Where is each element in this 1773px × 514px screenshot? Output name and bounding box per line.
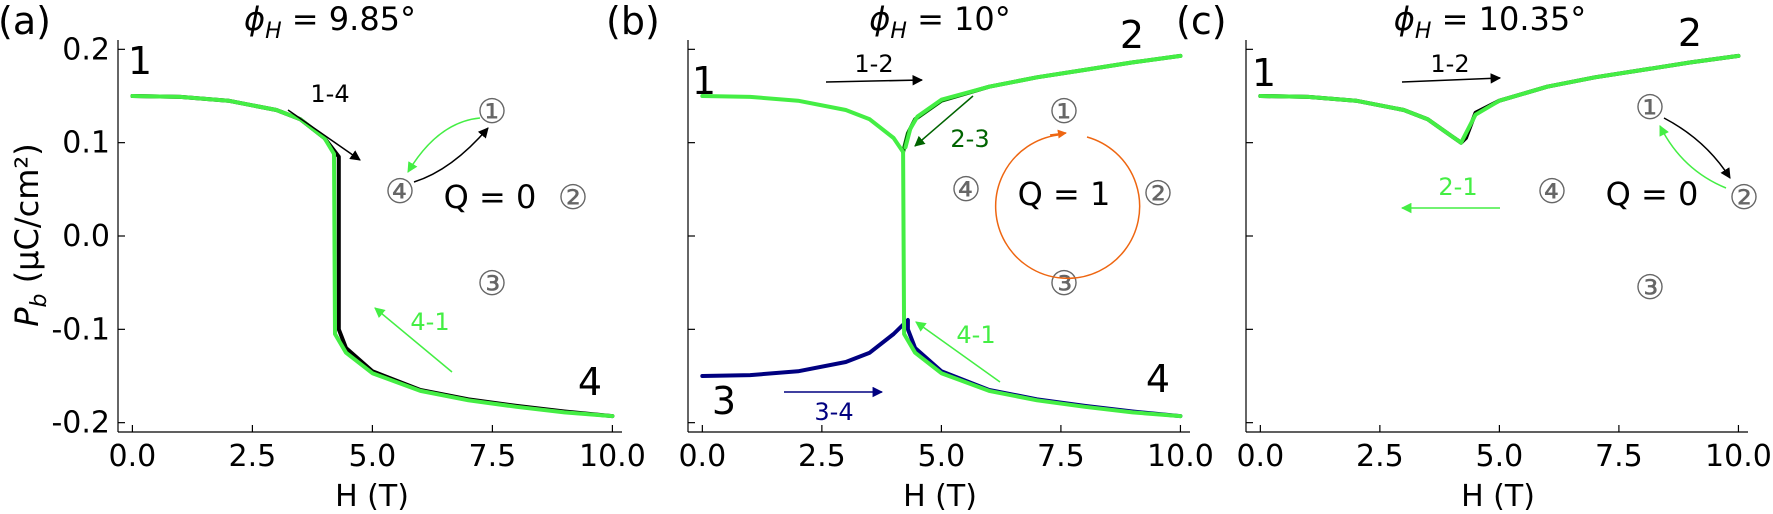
x-axis-label-b: H (T) bbox=[903, 479, 977, 514]
panel-c: (c) ϕH = 10.35° 0.0 2.5 5.0 7.5 10.0 1 2 1-2… bbox=[1176, 0, 1772, 474]
panel-b-plot: 0.0 2.5 5.0 7.5 10.0 bbox=[678, 40, 1214, 474]
arrow-1-2 bbox=[825, 74, 924, 86]
series-line-2 bbox=[700, 94, 1183, 419]
x-tick-label: 5.0 bbox=[349, 439, 397, 474]
x-tick-label: 5.0 bbox=[1476, 439, 1524, 474]
arrow-1-2-label: 1-2 bbox=[1430, 50, 1469, 78]
panel-b-title: ϕH = 10° bbox=[869, 0, 1011, 44]
arrow-1-4 bbox=[287, 109, 361, 161]
x-tick-label: 0.0 bbox=[678, 439, 726, 474]
x-axis-label-a: H (T) bbox=[335, 479, 409, 514]
arrow-3-4-label: 3-4 bbox=[814, 398, 853, 426]
series-line-3 bbox=[903, 53, 1183, 150]
state-label-2: 2 bbox=[1678, 11, 1702, 55]
inset-node-2: ② bbox=[558, 178, 588, 218]
panel-a-title: ϕH = 9.85° bbox=[244, 0, 416, 44]
inset-node-4: ④ bbox=[951, 170, 981, 210]
inset-loop bbox=[994, 134, 1141, 280]
inset-charge: Q = 0 bbox=[444, 178, 537, 216]
inset-node-1: ① bbox=[477, 92, 507, 132]
inset-charge: Q = 0 bbox=[1606, 175, 1699, 213]
inset-a: ① ② ③ ④ Q = 0 bbox=[385, 92, 588, 304]
x-tick-label: 2.5 bbox=[798, 439, 846, 474]
x-tick-label: 10.0 bbox=[1705, 439, 1772, 474]
arrow-4-1 bbox=[915, 321, 1001, 383]
series-line-0 bbox=[901, 53, 1183, 154]
panel-a-label: (a) bbox=[0, 0, 51, 43]
inset-arrow-1-4 bbox=[407, 117, 481, 173]
panel-a-plot: 0.0 2.5 5.0 7.5 10.0 -0.2 -0.1 0.0 0.1 0.2 bbox=[51, 32, 645, 474]
panel-c-label: (c) bbox=[1176, 0, 1227, 43]
arrow-1-2 bbox=[1401, 73, 1502, 84]
arrow-4-1 bbox=[374, 307, 453, 373]
series-line-1 bbox=[700, 318, 1183, 419]
arrow-2-3-label: 2-3 bbox=[950, 125, 989, 153]
inset-loop-arrow bbox=[1049, 129, 1067, 139]
y-tick-label: 0.0 bbox=[62, 219, 110, 254]
state-label-1: 1 bbox=[692, 59, 716, 103]
inset-b: ① ② ③ ④ Q = 1 bbox=[951, 92, 1173, 304]
panel-b: (b) ϕH = 10° 0.0 2.5 5.0 7.5 10.0 1 2 3 4 1-… bbox=[606, 0, 1214, 474]
panel-c-title: ϕH = 10.35° bbox=[1394, 0, 1586, 44]
y-tick-label: -0.1 bbox=[51, 312, 110, 347]
inset-node-3: ③ bbox=[1049, 264, 1079, 304]
x-tick-label: 10.0 bbox=[1147, 439, 1214, 474]
x-tick-label: 0.0 bbox=[109, 439, 157, 474]
x-axis-label-c: H (T) bbox=[1461, 479, 1535, 514]
y-tick-label: 0.2 bbox=[62, 32, 110, 67]
inset-charge: Q = 1 bbox=[1018, 175, 1111, 213]
inset-arrow-4-1 bbox=[413, 127, 489, 183]
inset-node-2: ② bbox=[1143, 174, 1173, 214]
x-tick-label: 7.5 bbox=[1037, 439, 1085, 474]
x-tick-label: 7.5 bbox=[469, 439, 517, 474]
x-tick-label: 0.0 bbox=[1236, 439, 1284, 474]
panel-c-plot: 0.0 2.5 5.0 7.5 10.0 bbox=[1236, 40, 1772, 474]
inset-node-3: ③ bbox=[477, 264, 507, 304]
arrow-1-4-label: 1-4 bbox=[310, 80, 349, 108]
y-tick-label: -0.2 bbox=[51, 406, 110, 441]
inset-node-1: ① bbox=[1049, 92, 1079, 132]
series-line-1 bbox=[1258, 53, 1741, 145]
panel-a: (a) ϕH = 9.85° 0.0 2.5 5.0 7.5 10.0-0.2-0.10… bbox=[0, 0, 646, 474]
series-line-1 bbox=[130, 94, 615, 419]
inset-arrow-1-2 bbox=[1663, 117, 1731, 179]
inset-node-4: ④ bbox=[385, 172, 415, 212]
arrow-2-1-label: 2-1 bbox=[1438, 173, 1477, 201]
inset-arrow-2-1 bbox=[1659, 125, 1727, 189]
state-label-4: 4 bbox=[578, 360, 602, 404]
state-label-4: 4 bbox=[1146, 357, 1170, 401]
state-label-3: 3 bbox=[712, 379, 736, 423]
arrow-1-2-label: 1-2 bbox=[854, 50, 893, 78]
inset-node-3: ③ bbox=[1635, 268, 1665, 308]
arrow-2-3 bbox=[914, 95, 974, 147]
state-label-1: 1 bbox=[128, 39, 152, 83]
series-line-0 bbox=[130, 94, 615, 419]
inset-node-2: ② bbox=[1729, 178, 1759, 218]
inset-node-1: ① bbox=[1635, 88, 1665, 128]
arrow-4-1-label: 4-1 bbox=[410, 308, 449, 336]
state-label-2: 2 bbox=[1120, 13, 1144, 57]
inset-c: ① ② ③ ④ Q = 0 bbox=[1537, 88, 1759, 308]
x-tick-label: 2.5 bbox=[229, 439, 277, 474]
x-tick-label: 7.5 bbox=[1595, 439, 1643, 474]
y-tick-label: 0.1 bbox=[62, 126, 110, 161]
state-label-1: 1 bbox=[1252, 51, 1276, 95]
y-axis-label: Pb (μC/cm²) bbox=[8, 143, 52, 326]
x-tick-label: 5.0 bbox=[918, 439, 966, 474]
x-tick-label: 10.0 bbox=[579, 439, 646, 474]
panel-b-label: (b) bbox=[606, 0, 660, 43]
x-tick-label: 2.5 bbox=[1356, 439, 1404, 474]
arrow-4-1-label: 4-1 bbox=[956, 321, 995, 349]
inset-node-4: ④ bbox=[1537, 172, 1567, 212]
